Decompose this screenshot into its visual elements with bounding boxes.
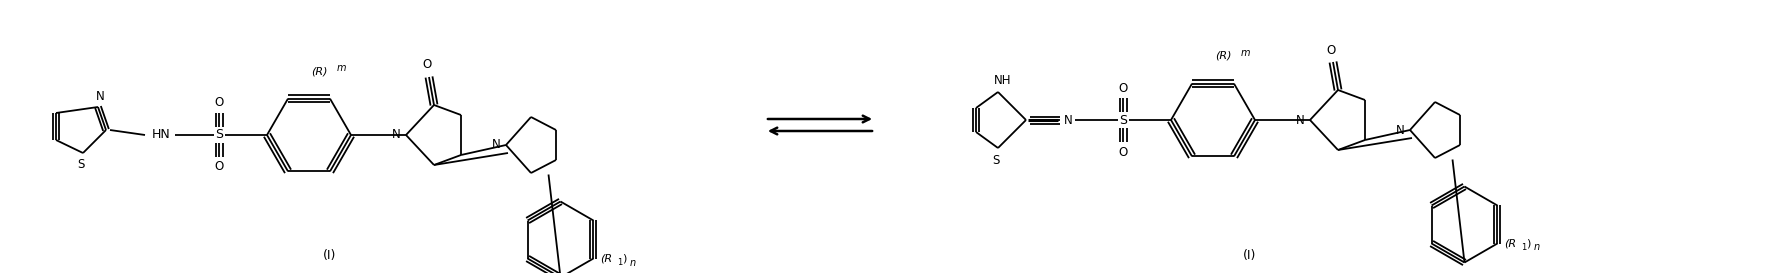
Text: (R): (R) bbox=[311, 66, 327, 76]
Text: HN: HN bbox=[152, 129, 170, 141]
Text: N: N bbox=[1396, 123, 1404, 136]
Text: m: m bbox=[1241, 48, 1250, 58]
Text: O: O bbox=[215, 96, 224, 109]
Text: (R): (R) bbox=[1214, 51, 1232, 61]
Text: NH: NH bbox=[994, 73, 1012, 87]
Text: 1: 1 bbox=[617, 258, 622, 267]
Text: (I): (I) bbox=[1243, 248, 1257, 262]
Text: N: N bbox=[492, 138, 501, 152]
Text: S: S bbox=[215, 129, 224, 141]
Text: (R: (R bbox=[601, 254, 613, 263]
Text: N: N bbox=[392, 129, 401, 141]
Text: S: S bbox=[1119, 114, 1126, 126]
Text: n: n bbox=[629, 257, 635, 268]
Text: ): ) bbox=[1527, 239, 1531, 248]
Text: O: O bbox=[1327, 43, 1336, 57]
Text: n: n bbox=[1534, 242, 1539, 253]
Text: ): ) bbox=[622, 254, 626, 263]
Text: (I): (I) bbox=[324, 248, 336, 262]
Text: S: S bbox=[992, 153, 999, 167]
Text: O: O bbox=[1118, 82, 1128, 94]
Text: O: O bbox=[215, 161, 224, 174]
Text: O: O bbox=[1118, 146, 1128, 159]
Text: N: N bbox=[95, 91, 104, 103]
Text: O: O bbox=[422, 58, 431, 72]
Text: N: N bbox=[1064, 114, 1073, 126]
Text: (R: (R bbox=[1504, 239, 1516, 248]
Text: S: S bbox=[77, 159, 84, 171]
Text: 1: 1 bbox=[1522, 243, 1525, 252]
Text: m: m bbox=[336, 63, 345, 73]
Text: N: N bbox=[1296, 114, 1305, 126]
